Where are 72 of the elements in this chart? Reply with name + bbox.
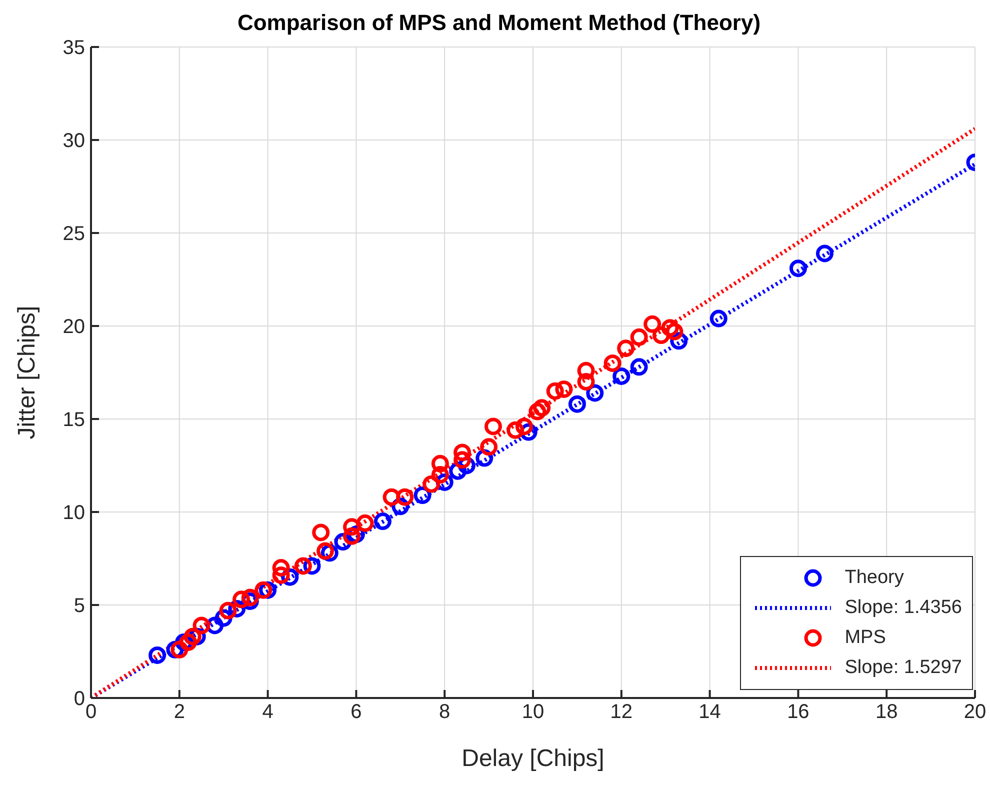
- point: [422, 475, 440, 493]
- point: [533, 399, 551, 417]
- point: [612, 367, 630, 385]
- x-axis-title: Delay [Chips]: [462, 745, 604, 772]
- point: [294, 557, 312, 575]
- x-tick-label: 14: [698, 701, 721, 724]
- point: [316, 542, 334, 560]
- point: [374, 512, 392, 530]
- point: [254, 581, 272, 599]
- y-tick-label: 25: [62, 223, 85, 246]
- point: [454, 444, 472, 462]
- point: [604, 354, 622, 372]
- point: [312, 524, 330, 542]
- x-tick-label: 4: [262, 701, 274, 724]
- point: [431, 466, 449, 484]
- point: [179, 633, 197, 651]
- y-tick-label: 5: [74, 595, 85, 618]
- point: [617, 340, 635, 358]
- point: [343, 527, 361, 545]
- x-tick-label: 18: [875, 701, 898, 724]
- point: [184, 628, 202, 646]
- legend-label: Slope: 1.4356: [844, 597, 962, 619]
- point: [506, 421, 524, 439]
- chart-title: Comparison of MPS and Moment Method (Theory): [236, 10, 762, 36]
- x-tick-label: 12: [610, 701, 633, 724]
- x-tick-label: 8: [439, 701, 450, 724]
- y-axis-title: Jitter [Chips]: [13, 306, 40, 440]
- point: [431, 454, 449, 472]
- point: [272, 559, 290, 577]
- point: [170, 640, 188, 658]
- point: [192, 616, 210, 634]
- point: [666, 322, 684, 340]
- point: [272, 566, 290, 584]
- point: [356, 514, 374, 532]
- point: [454, 451, 472, 469]
- x-tick-label: 10: [522, 701, 544, 724]
- point: [644, 315, 662, 333]
- x-tick-label: 20: [964, 701, 986, 724]
- x-tick-label: 6: [350, 701, 362, 724]
- point: [232, 590, 250, 608]
- point: [480, 438, 498, 456]
- y-tick-label: 15: [62, 409, 85, 432]
- legend-label: MPS: [844, 627, 886, 649]
- legend-label: Theory: [844, 567, 904, 589]
- point: [710, 310, 728, 328]
- point: [343, 518, 361, 536]
- point: [219, 602, 237, 620]
- y-tick-label: 30: [62, 130, 85, 152]
- point: [546, 382, 564, 400]
- point: [652, 326, 670, 344]
- point: [630, 328, 648, 346]
- x-tick-label: 16: [787, 701, 810, 724]
- point: [789, 260, 807, 278]
- x-tick-label: 2: [174, 701, 185, 724]
- point: [148, 646, 166, 664]
- point: [816, 244, 834, 262]
- point: [396, 488, 414, 506]
- y-tick-label: 10: [62, 502, 85, 524]
- point: [484, 418, 502, 436]
- point: [568, 395, 586, 413]
- point: [528, 402, 546, 420]
- y-tick-label: 20: [62, 316, 85, 338]
- point: [577, 373, 595, 391]
- point: [241, 588, 259, 606]
- legend-label: Slope: 1.5297: [844, 657, 962, 679]
- point: [630, 358, 648, 376]
- point: [515, 418, 533, 436]
- point: [661, 319, 679, 337]
- point: [577, 362, 595, 380]
- point: [382, 488, 400, 506]
- point: [555, 380, 573, 398]
- y-tick-label: 35: [62, 37, 85, 60]
